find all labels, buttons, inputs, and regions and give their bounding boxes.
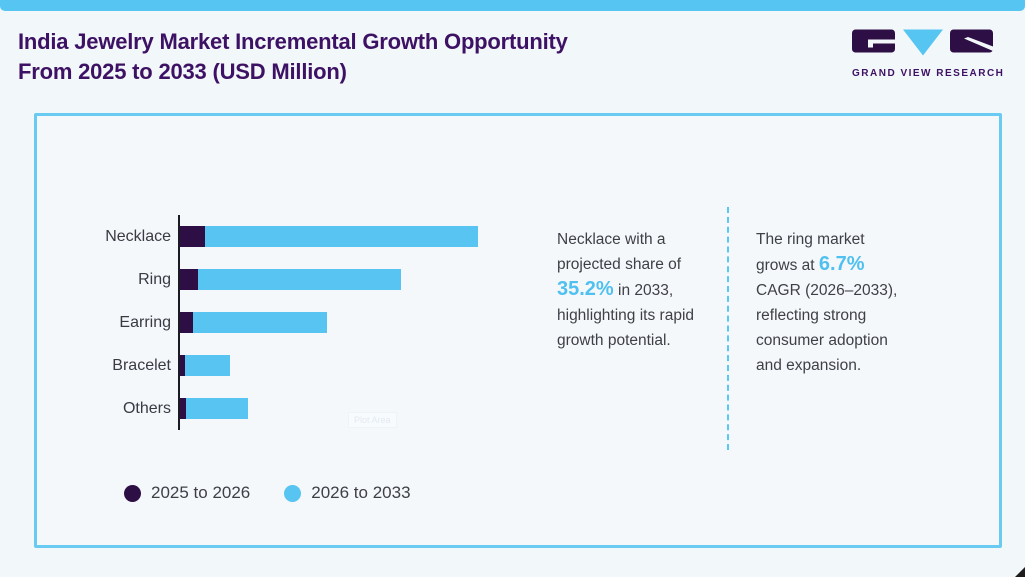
bar-segment-2025-to-2026 [180, 398, 186, 419]
bar-stack [180, 269, 401, 290]
category-label: Earring [119, 313, 171, 331]
legend-dot [124, 484, 141, 502]
annotation-text: The ring market grows at [756, 231, 865, 274]
page-title: India Jewelry Market Incremental Growth … [18, 27, 568, 87]
annotation-2: The ring market grows at 6.7% CAGR (2026… [756, 227, 908, 378]
bar-row: Earring [37, 301, 478, 344]
bar-segment-2025-to-2026 [180, 312, 193, 333]
highlight-value: 35.2% [557, 278, 614, 300]
legend-label: 2025 to 2026 [151, 483, 251, 502]
logo-v-triangle [903, 29, 943, 56]
category-label: Ring [138, 270, 171, 288]
legend-item: 2025 to 2026 [124, 483, 250, 503]
bar-segment-2025-to-2026 [180, 355, 185, 376]
bar-segment-2026-to-2033 [198, 269, 401, 290]
bar-segment-2025-to-2026 [180, 269, 198, 290]
bar-rows: Necklace Ring Earring Bracelet Others [37, 215, 478, 430]
legend: 2025 to 2026 2026 to 2033 [124, 483, 411, 503]
bar-stack [180, 312, 327, 333]
bar-row: Necklace [37, 215, 478, 258]
chart-y-axis-line [178, 215, 180, 430]
gvr-logo-icon [852, 29, 993, 56]
category-label: Bracelet [112, 356, 171, 374]
annotation-text: in 2033, highlighting its rapid growth p… [557, 282, 695, 349]
bar-stack [180, 398, 248, 419]
bar-segment-2026-to-2033 [185, 355, 230, 376]
gvr-logo: GRAND VIEW RESEARCH [852, 29, 1005, 79]
bar-stack [180, 355, 230, 376]
highlight-value: 6.7% [818, 253, 865, 275]
chart-card: Necklace Ring Earring Bracelet Others Plot A… [34, 113, 1002, 548]
bar-segment-2026-to-2033 [186, 398, 248, 419]
top-accent-bar [0, 0, 1025, 11]
bar-segment-2026-to-2033 [193, 312, 327, 333]
legend-item: 2026 to 2033 [284, 483, 411, 503]
annotation-1: Necklace with a projected share of 35.2%… [557, 227, 695, 353]
legend-label: 2026 to 2033 [311, 483, 411, 502]
category-label: Others [122, 399, 171, 417]
bar-row: Bracelet [37, 344, 478, 387]
annotation-text: Necklace with a projected share of [557, 231, 682, 273]
bar-segment-2026-to-2033 [205, 226, 478, 247]
bar-row: Others [37, 387, 478, 430]
bar-stack [180, 226, 478, 247]
page-title-line1: India Jewelry Market Incremental Growth … [18, 29, 568, 54]
gvr-logo-text: GRAND VIEW RESEARCH [852, 68, 1005, 79]
bar-segment-2025-to-2026 [180, 226, 205, 247]
corner-artifact [1015, 567, 1025, 577]
page-title-line2: From 2025 to 2033 (USD Million) [18, 59, 347, 84]
bar-row: Ring [37, 258, 478, 301]
category-label: Necklace [105, 227, 171, 245]
dashed-separator [727, 207, 729, 450]
annotation-text: CAGR (2026–2033), reflecting strong cons… [756, 282, 898, 374]
plot-area-artifact: Plot Area [348, 412, 397, 428]
legend-dot [284, 484, 302, 502]
